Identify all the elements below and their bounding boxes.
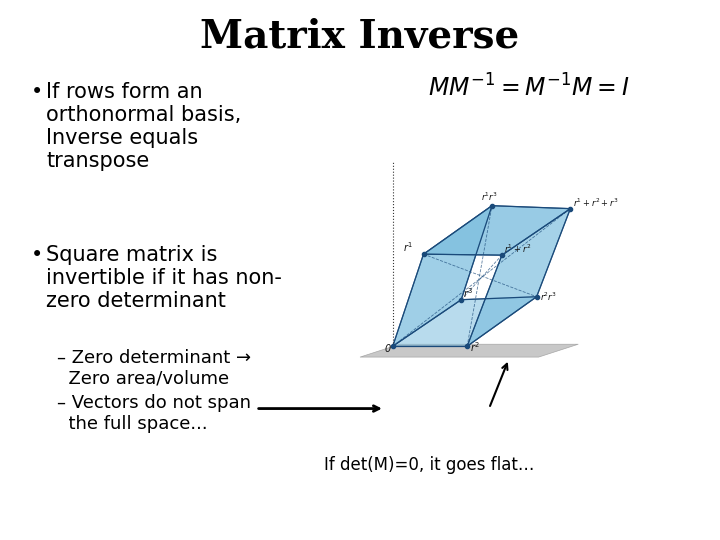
Text: $r^2$: $r^2$ [470, 340, 480, 354]
Text: •: • [30, 245, 42, 265]
Text: orthonormal basis,: orthonormal basis, [46, 105, 242, 125]
Text: $r^3$: $r^3$ [463, 286, 474, 300]
Text: $r^1+r^2+r^3$: $r^1+r^2+r^3$ [573, 196, 619, 208]
Polygon shape [392, 206, 492, 346]
Polygon shape [392, 296, 536, 346]
Text: If rows form an: If rows form an [46, 82, 203, 102]
Text: transpose: transpose [46, 151, 150, 171]
Text: $r^1r^3$: $r^1r^3$ [482, 190, 499, 202]
Text: $r^2r^3$: $r^2r^3$ [539, 291, 557, 303]
Text: $MM^{-1}=M^{-1}M=I$: $MM^{-1}=M^{-1}M=I$ [428, 74, 629, 101]
Text: If det(M)=0, it goes flat…: If det(M)=0, it goes flat… [324, 456, 535, 474]
Text: 0: 0 [384, 344, 391, 354]
Text: – Zero determinant →: – Zero determinant → [58, 349, 251, 367]
Text: the full space...: the full space... [58, 415, 208, 433]
Text: – Vectors do not span: – Vectors do not span [58, 394, 251, 413]
Text: invertible if it has non-: invertible if it has non- [46, 268, 282, 288]
Text: •: • [30, 82, 42, 102]
Text: Matrix Inverse: Matrix Inverse [200, 18, 520, 56]
Text: $r^1+r^2$: $r^1+r^2$ [504, 243, 531, 255]
Text: zero determinant: zero determinant [46, 291, 226, 311]
Text: Zero area/volume: Zero area/volume [58, 370, 230, 388]
Text: Inverse equals: Inverse equals [46, 128, 199, 148]
Text: $r^1$: $r^1$ [403, 240, 413, 254]
Polygon shape [360, 344, 578, 357]
Polygon shape [467, 208, 570, 346]
Text: Square matrix is: Square matrix is [46, 245, 218, 265]
Polygon shape [423, 206, 570, 255]
